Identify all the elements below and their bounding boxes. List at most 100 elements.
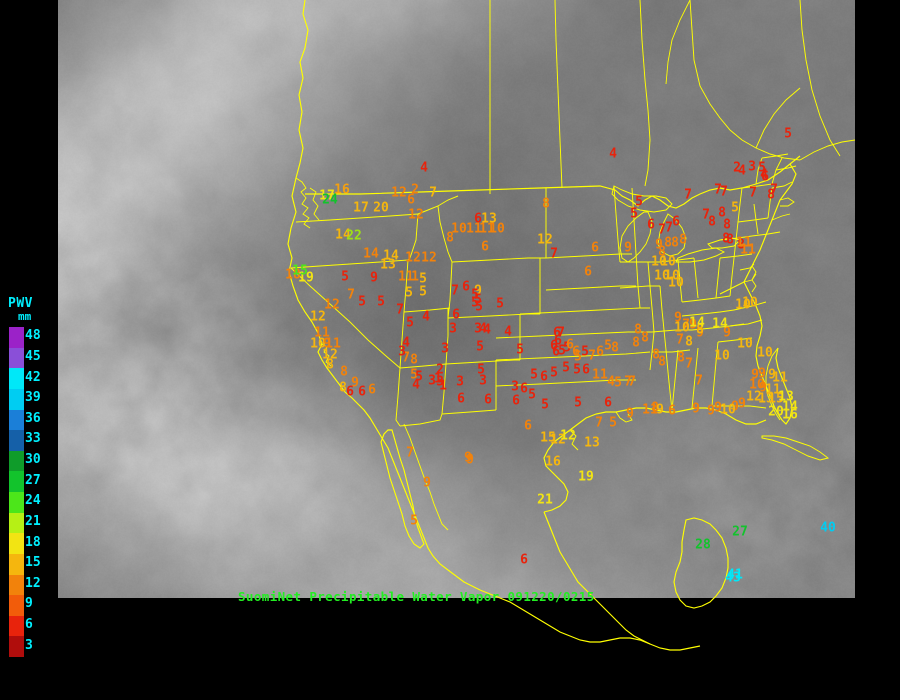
border-path (693, 257, 699, 299)
station-value: 5 (405, 285, 413, 301)
border-path (671, 349, 679, 411)
station-value: 11 (765, 382, 781, 398)
station-value: 8 (726, 232, 734, 248)
station-value: 7 (695, 373, 703, 389)
station-value: 14 (335, 227, 351, 243)
station-value: 3 (428, 373, 436, 389)
station-value: 7 (676, 332, 684, 348)
station-value: 15 (540, 430, 556, 446)
station-value: 7 (749, 185, 757, 201)
station-value: 12 (537, 232, 553, 248)
station-value: 11 (479, 221, 495, 237)
station-value: 6 (407, 192, 415, 208)
border-path (733, 221, 739, 259)
border-path (765, 347, 781, 421)
station-value: 5 (516, 342, 524, 358)
station-value: 9 (626, 406, 634, 422)
station-value: 22 (346, 228, 362, 244)
station-value: 7 (628, 374, 636, 390)
station-value: 19 (578, 469, 594, 485)
station-value: 13 (380, 257, 396, 273)
station-value: 18 (285, 267, 301, 283)
station-value: 17 (353, 200, 369, 216)
station-value: 6 (668, 403, 676, 419)
station-value: 6 (474, 211, 482, 227)
station-value: 5 (574, 395, 582, 411)
station-value: 8 (634, 322, 642, 338)
station-value: 6 (566, 337, 574, 353)
station-value: 8 (410, 352, 418, 368)
station-value: 9 (674, 310, 682, 326)
infrared-satellite-canvas (58, 0, 855, 598)
station-value: 8 (723, 217, 731, 233)
colorbar-swatch-39 (9, 388, 24, 410)
station-value: 1 (411, 269, 419, 285)
colorbar-tick-48: 48 (25, 328, 41, 344)
border-path (611, 185, 673, 213)
station-value: 9 (738, 396, 746, 412)
station-value: 7 (770, 182, 778, 198)
station-value: 8 (685, 334, 693, 350)
station-value: 5 (528, 387, 536, 403)
station-value: 6 (540, 369, 548, 385)
station-value: 4 (402, 335, 410, 351)
station-value: 9 (714, 400, 722, 416)
station-value: 3 (398, 344, 406, 360)
station-value: 3 (441, 341, 449, 357)
station-value: 5 (562, 360, 570, 376)
station-value: 8 (664, 235, 672, 251)
border-path (639, 0, 651, 187)
station-value: 10 (664, 268, 680, 284)
border-path (295, 213, 419, 223)
station-value: 6 (591, 240, 599, 256)
border-path (657, 213, 687, 257)
colorbar-tick-36: 36 (25, 410, 41, 426)
border-path (455, 575, 701, 651)
border-path (619, 211, 653, 263)
station-value: 8 (708, 214, 716, 230)
station-value: 10 (674, 320, 690, 336)
colorbar-swatch-27 (9, 471, 24, 492)
station-value: 6 (484, 392, 492, 408)
station-value: 4 (760, 167, 768, 183)
border-path (689, 0, 801, 161)
station-value: 9 (624, 240, 632, 256)
border-path (631, 187, 641, 309)
station-value: 3 (511, 379, 519, 395)
station-value: 8 (340, 364, 348, 380)
colorbar-tick-12: 12 (25, 575, 41, 591)
border-path (719, 253, 753, 259)
border-path (554, 0, 563, 189)
station-value: 2 (436, 362, 444, 378)
station-value: 11 (398, 269, 414, 285)
colorbar-swatch-18 (9, 533, 24, 554)
station-value: 8 (718, 205, 726, 221)
station-value: 5 (609, 415, 617, 431)
station-value: 4 (504, 324, 512, 340)
border-path (495, 351, 651, 361)
colorbar-tick-15: 15 (25, 555, 41, 571)
border-path (649, 307, 655, 371)
station-value: 5 (731, 200, 739, 216)
border-path (739, 263, 755, 271)
border-path (771, 213, 791, 221)
border-path (717, 337, 753, 343)
station-value: 8 (326, 357, 334, 373)
station-value: 3 (436, 374, 444, 390)
station-value: 8 (658, 244, 666, 260)
colorbar-tick-24: 24 (25, 493, 41, 509)
station-value: 7 (624, 374, 632, 390)
station-value: 9 (689, 317, 697, 333)
station-value: 5 (573, 362, 581, 378)
station-value: 8 (446, 230, 454, 246)
station-value: 8 (632, 335, 640, 351)
border-path (729, 257, 735, 297)
colorbar-tick-27: 27 (25, 472, 41, 488)
station-value: 9 (464, 450, 472, 466)
border-path (407, 213, 419, 261)
station-value: 6 (582, 362, 590, 378)
station-value: 5 (475, 299, 483, 315)
station-value: 9 (466, 452, 474, 468)
station-value: 4 (609, 146, 617, 162)
station-value: 5 (476, 339, 484, 355)
